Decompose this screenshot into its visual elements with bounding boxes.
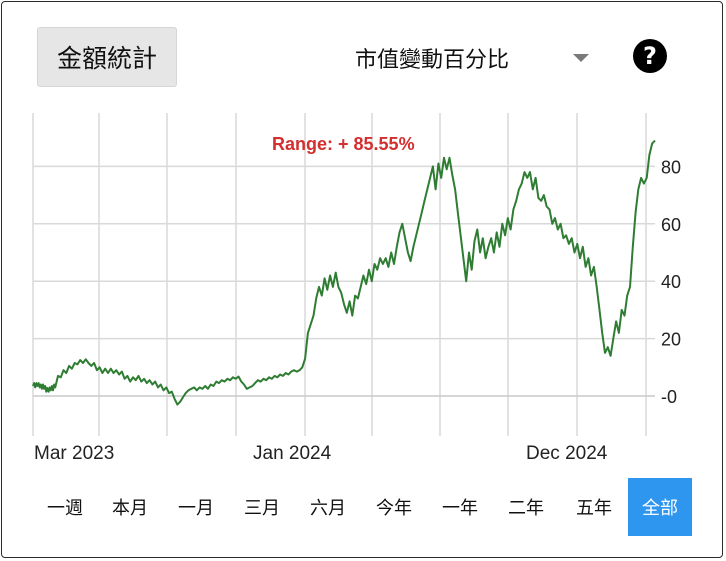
x-tick-label: Dec 2024 <box>526 443 608 464</box>
mode-select-label: 市值變動百分比 <box>355 48 510 73</box>
y-tick-label: 20 <box>661 330 681 350</box>
y-tick-label: -0 <box>661 387 677 407</box>
range-button[interactable]: 一月 <box>178 498 214 519</box>
chart-grid <box>32 113 655 436</box>
help-icon[interactable]: ? <box>633 39 667 73</box>
range-button[interactable]: 一年 <box>442 498 478 519</box>
x-tick-label: Jan 2024 <box>253 443 332 464</box>
range-button[interactable]: 一週 <box>47 498 83 519</box>
range-button[interactable]: 今年 <box>376 498 412 519</box>
range-button[interactable]: 五年 <box>576 498 612 519</box>
series-line <box>32 139 656 406</box>
y-axis: -0 20 40 60 80 <box>661 157 681 407</box>
range-annotation: Range: + 85.55% <box>272 134 415 154</box>
range-button[interactable]: 全部 <box>628 478 692 536</box>
range-button[interactable]: 二年 <box>508 498 544 519</box>
y-tick-label: 40 <box>661 272 681 292</box>
range-button[interactable]: 六月 <box>310 498 346 519</box>
range-button[interactable]: 三月 <box>244 498 280 519</box>
x-axis: Mar 2023 Jan 2024 Dec 2024 <box>34 443 608 464</box>
chevron-down-icon <box>573 54 589 62</box>
range-button[interactable]: 本月 <box>112 498 148 519</box>
amount-stats-button[interactable]: 金額統計 <box>37 27 177 87</box>
x-tick-label: Mar 2023 <box>34 443 114 464</box>
performance-chart: -0 20 40 60 80 Mar 2023 Jan 2024 Dec 2024 Rang… <box>32 113 681 464</box>
y-tick-label: 80 <box>661 157 681 177</box>
mode-select[interactable]: 市值變動百分比 <box>355 40 595 76</box>
y-tick-label: 60 <box>661 215 681 235</box>
time-range-selector: 一週 本月 一月 三月 六月 今年 一年 二年 五年 全部 <box>0 478 726 536</box>
